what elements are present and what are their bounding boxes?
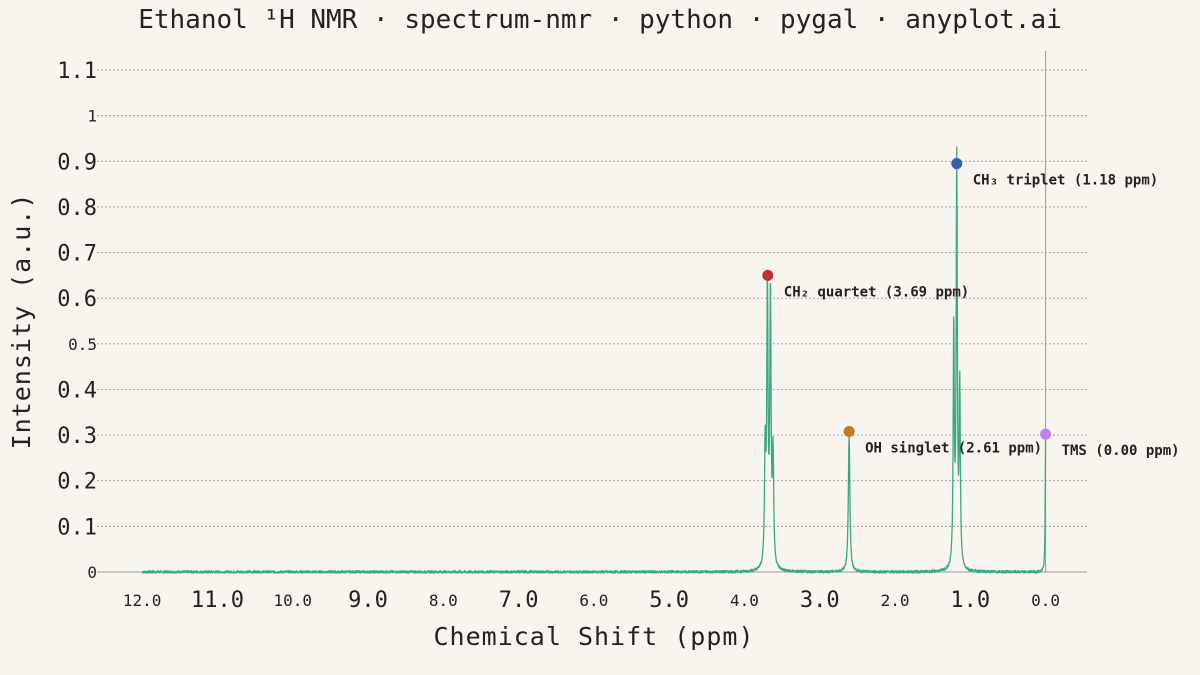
grid-layer [97,69,1087,527]
series-layer [141,146,1047,574]
y-tick-label: 0.9 [57,150,97,175]
y-tick-label: 0.8 [57,196,97,221]
x-tick-label: 5.0 [649,588,689,613]
x-tick-label: 7.0 [499,588,539,613]
x-tick-label: 8.0 [429,591,458,610]
peak-annotation-label: CH₃ triplet (1.18 ppm) [973,173,1158,189]
chart-title: Ethanol ¹H NMR · spectrum-nmr · python ·… [138,5,1062,35]
peak-marker[interactable] [951,158,963,170]
peak-marker[interactable] [1040,428,1052,440]
y-tick-label: 0.7 [57,242,97,267]
y-tick-label: 0.2 [57,470,97,495]
peak-marker[interactable] [843,425,855,437]
y-tick-label: 0.5 [68,335,97,354]
x-tick-label: 0.0 [1031,591,1060,610]
y-tick-label: 0.1 [57,515,97,540]
y-tick-label: 1.1 [57,59,97,84]
x-tick-label: 3.0 [800,588,840,613]
peak-annotation-label: TMS (0.00 ppm) [1062,443,1180,459]
y-tick-label: 0.3 [57,424,97,449]
x-tick-label: 2.0 [881,591,910,610]
peak-annotation-label: CH₂ quartet (3.69 ppm) [784,284,969,300]
x-tick-label: 9.0 [348,588,388,613]
x-tick-label: 10.0 [273,591,312,610]
spectrum-line [141,146,1047,574]
x-tick-label: 4.0 [730,591,759,610]
x-axis-title: Chemical Shift (ppm) [433,622,754,651]
y-tick-label: 0.4 [57,378,97,403]
annotation-layer: CH₃ triplet (1.18 ppm) CH₂ quartet (3.69 … [762,158,1180,459]
x-tick-label: 6.0 [579,591,608,610]
peak-annotation-label: OH singlet (2.61 ppm) [865,440,1042,456]
peak-marker[interactable] [762,269,774,281]
y-tick-label: 0.6 [57,287,97,312]
x-tick-label: 12.0 [123,591,162,610]
y-axis-title: Intensity (a.u.) [7,193,36,450]
y-tick-label: 1 [87,107,97,126]
y-tick-label: 0 [87,563,97,582]
x-tick-label: 1.0 [950,588,990,613]
x-tick-label: 11.0 [191,588,244,613]
